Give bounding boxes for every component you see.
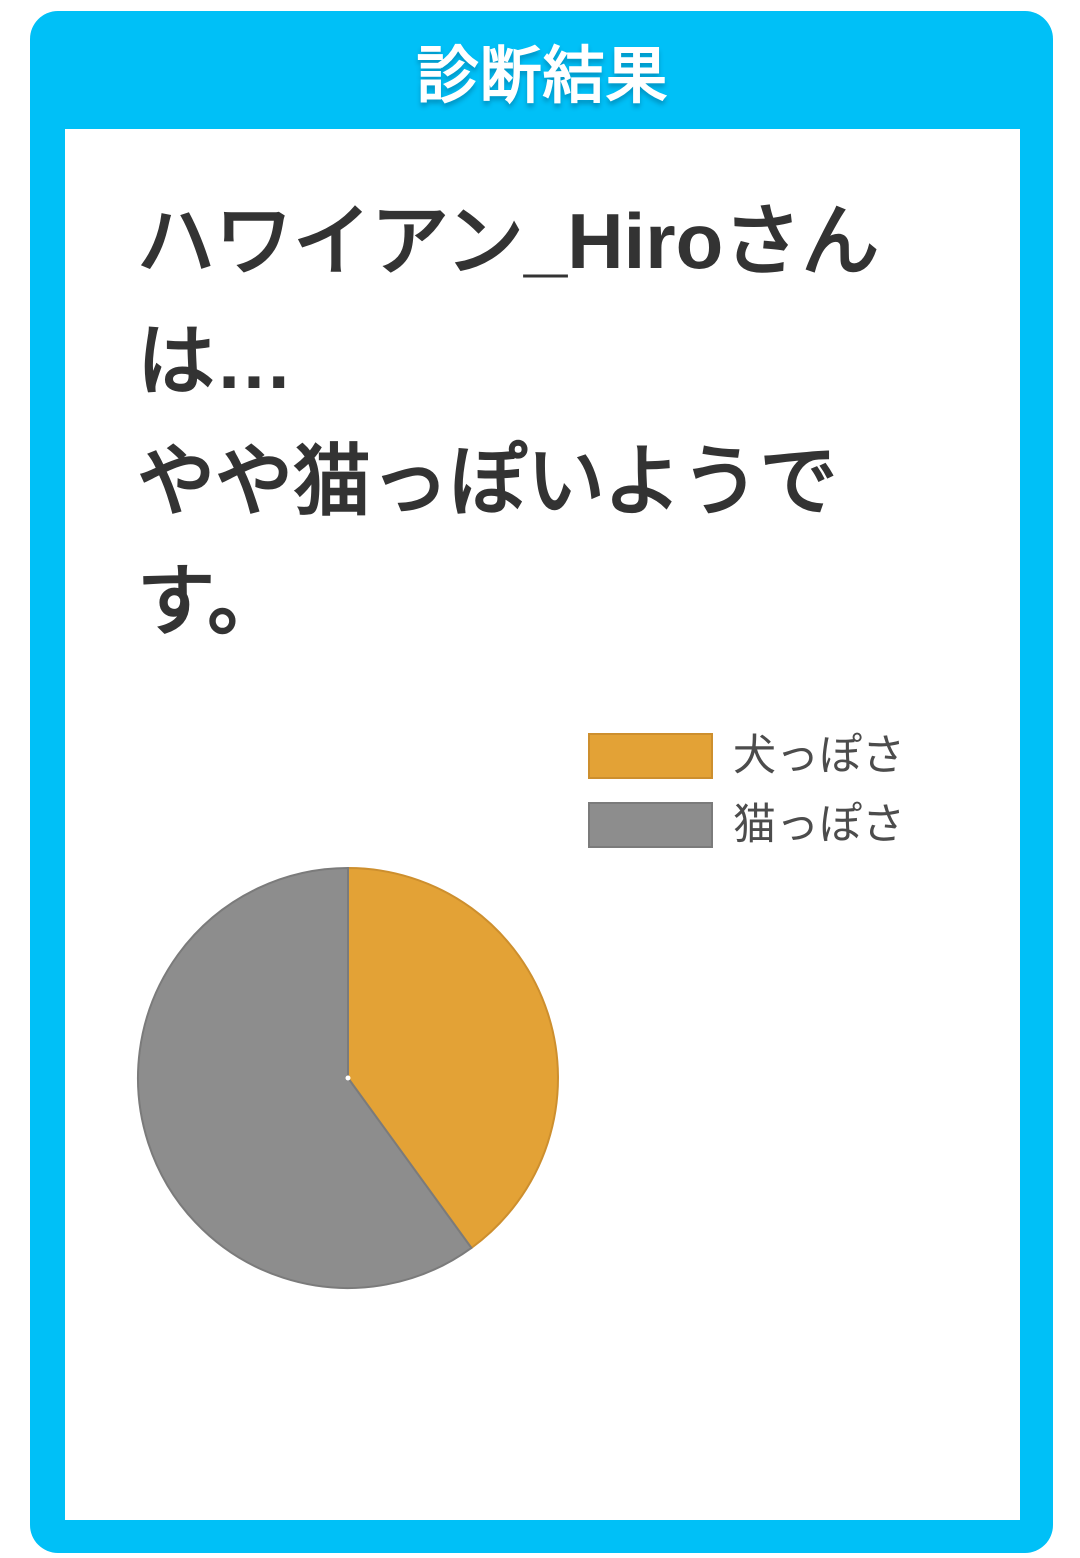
result-line-2: やや猫っぽいようです。 xyxy=(137,437,838,645)
result-card: ハワイアン_Hiroさんは… やや猫っぽいようです。 犬っぽさ 猫っぽさ xyxy=(65,129,1020,1520)
chart-legend: 犬っぽさ 猫っぽさ xyxy=(588,733,905,848)
result-frame: 診断結果 ハワイアン_Hiroさんは… やや猫っぽいようです。 犬っぽさ 猫っぽ… xyxy=(30,11,1053,1553)
result-header: 診断結果 xyxy=(65,11,1020,129)
result-text: ハワイアン_Hiroさんは… やや猫っぽいようです。 xyxy=(137,181,885,661)
legend-item-cat: 猫っぽさ xyxy=(588,802,905,848)
pie-slice-dog xyxy=(347,866,559,1250)
cat-color-swatch xyxy=(588,802,713,848)
dog-color-swatch xyxy=(588,733,713,779)
pie-slice-cat xyxy=(137,866,473,1289)
pie-chart xyxy=(137,866,559,1289)
legend-label-dog: 犬っぽさ xyxy=(733,732,905,780)
legend-item-dog: 犬っぽさ xyxy=(588,733,905,779)
pie-center-dot xyxy=(345,1075,351,1081)
legend-label-cat: 猫っぽさ xyxy=(733,801,905,849)
page-title: 診断結果 xyxy=(416,42,669,111)
result-line-1: ハワイアン_Hiroさんは… xyxy=(137,197,880,405)
